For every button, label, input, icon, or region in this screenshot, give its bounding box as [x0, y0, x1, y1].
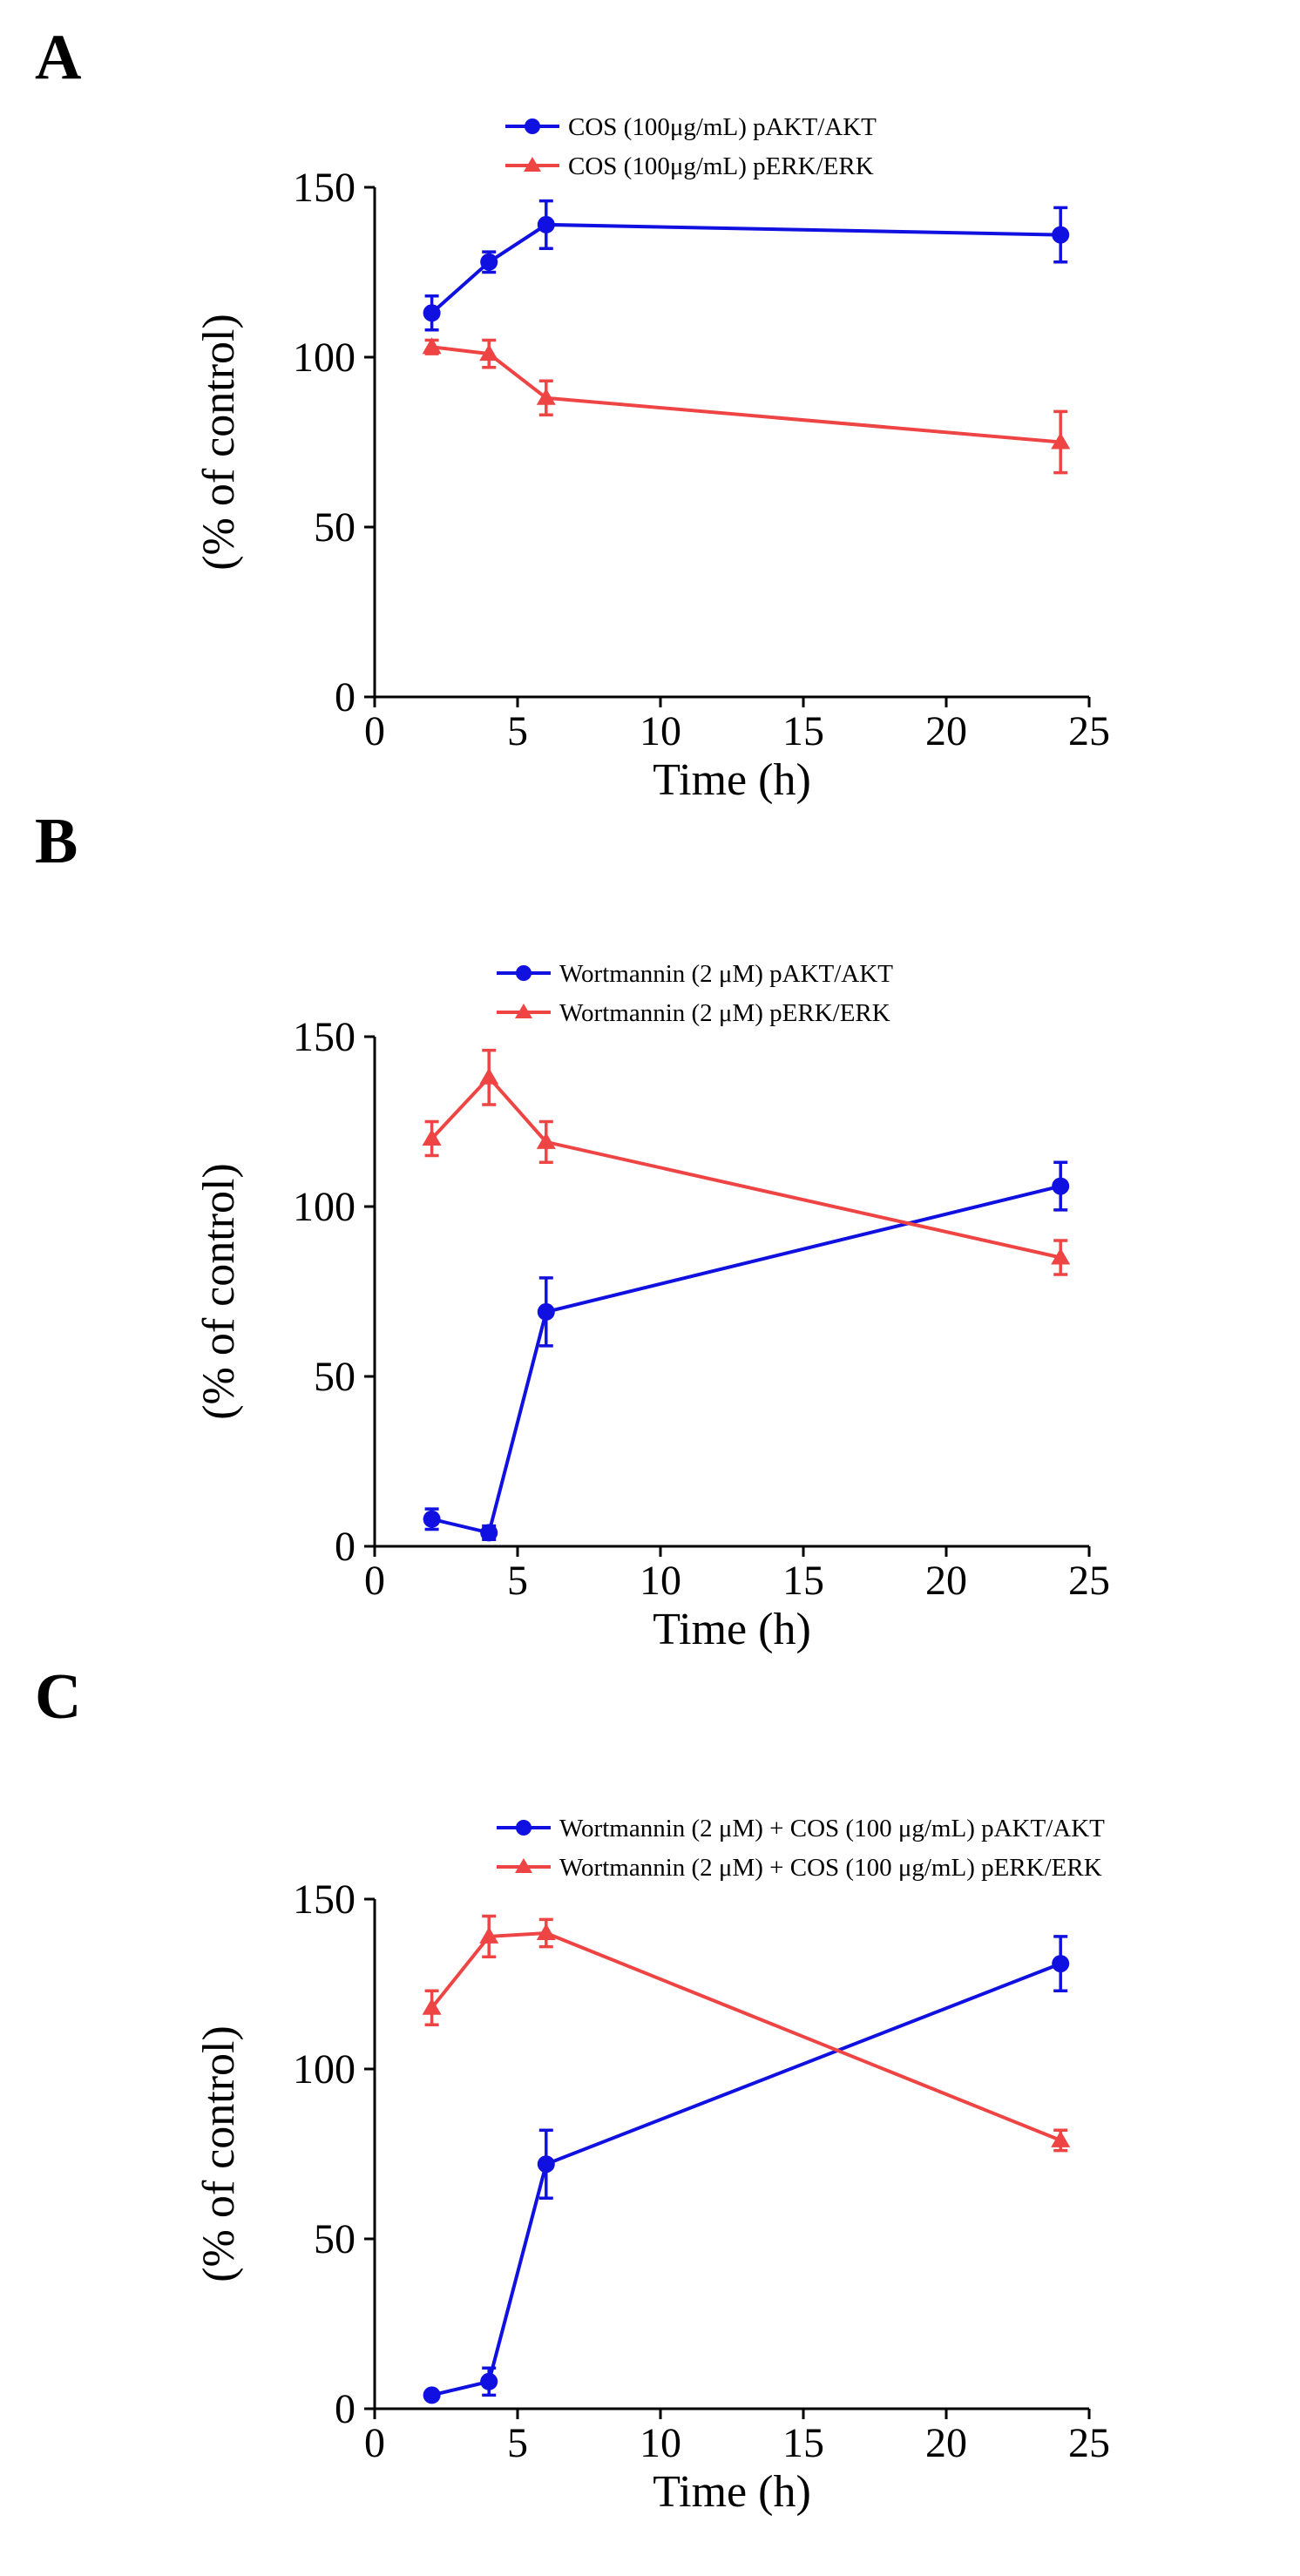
- plot-area: 0 5 10 15 20 25 0 50 100 150: [293, 165, 1110, 754]
- x-tick-label: 5: [507, 2420, 528, 2466]
- legend-marker: [515, 1858, 532, 1873]
- legend-marker: [515, 1004, 532, 1018]
- data-point: [480, 1524, 498, 1542]
- x-tick-label: 15: [782, 708, 824, 754]
- y-tick-label: 50: [314, 504, 355, 551]
- y-axis-title: (% of control): [194, 2025, 244, 2282]
- y-tick-label: 100: [293, 1184, 355, 1230]
- panel-label: A: [35, 22, 81, 93]
- x-tick-label: 25: [1068, 708, 1110, 754]
- data-point: [479, 344, 499, 362]
- data-point: [537, 1302, 555, 1321]
- x-tick-label: 15: [782, 2420, 824, 2466]
- legend-label: COS (100μg/mL) pERK/ERK: [568, 152, 874, 180]
- data-point: [1052, 1177, 1070, 1195]
- data-point: [423, 304, 441, 322]
- plot-area: 0 5 10 15 20 25 0 50 100 150: [293, 1014, 1110, 1604]
- y-tick-label: 50: [314, 2216, 355, 2262]
- series-line: [430, 1930, 1061, 2142]
- data-point: [423, 1510, 441, 1528]
- legend-marker: [516, 965, 532, 981]
- x-axis-title: Time (h): [653, 755, 811, 805]
- data-point: [1052, 226, 1070, 244]
- y-axis-title: (% of control): [194, 1163, 244, 1420]
- legend-label: Wortmannin (2 μM) pAKT/AKT: [559, 960, 893, 988]
- y-tick-label: 150: [293, 165, 355, 211]
- data-point: [1052, 1955, 1070, 1973]
- data-point: [480, 253, 498, 271]
- series-line: [431, 1962, 1061, 2397]
- data-point: [537, 215, 555, 233]
- x-tick-label: 25: [1068, 1558, 1110, 1604]
- x-tick-label: 5: [507, 708, 528, 754]
- data-point: [423, 2386, 441, 2404]
- y-tick-label: 50: [314, 1354, 355, 1400]
- panel-label: B: [35, 806, 78, 877]
- legend-label: Wortmannin (2 μM) pERK/ERK: [559, 999, 890, 1027]
- legend: Wortmannin (2 μM) + COS (100 μg/mL) pAKT…: [497, 1815, 1105, 1882]
- x-tick-label: 20: [925, 1558, 967, 1604]
- panel-c: C Wortmannin (2 μM) + COS (100 μg/mL) pA…: [35, 1661, 1110, 2517]
- x-tick-label: 0: [364, 1558, 385, 1604]
- series-line: [430, 222, 1061, 314]
- y-tick-label: 100: [293, 335, 355, 381]
- data-point: [1051, 432, 1071, 450]
- data-point: [479, 1067, 499, 1085]
- y-tick-label: 150: [293, 1876, 355, 1923]
- data-point: [422, 1998, 442, 2015]
- legend-label: COS (100μg/mL) pAKT/AKT: [568, 113, 877, 141]
- data-point: [1051, 1247, 1071, 1265]
- y-tick-label: 0: [335, 1524, 355, 1570]
- y-tick-label: 0: [335, 674, 355, 720]
- series-line: [431, 345, 1061, 444]
- x-tick-label: 5: [507, 1558, 528, 1604]
- x-tick-label: 15: [782, 1558, 824, 1604]
- x-tick-label: 10: [640, 708, 681, 754]
- data-point: [537, 2155, 555, 2174]
- legend-label: Wortmannin (2 μM) + COS (100 μg/mL) pERK…: [559, 1854, 1102, 1882]
- y-tick-label: 0: [335, 2386, 355, 2432]
- x-tick-label: 10: [640, 2420, 681, 2466]
- data-point: [536, 388, 556, 405]
- panel-label: C: [35, 1661, 81, 1733]
- y-tick-label: 100: [293, 2046, 355, 2093]
- legend-marker: [524, 157, 541, 172]
- series-line: [431, 1184, 1061, 1535]
- plot-area: 0 5 10 15 20 25 0 50 100 150: [293, 1876, 1110, 2466]
- y-tick-label: 150: [293, 1014, 355, 1060]
- legend: COS (100μg/mL) pAKT/AKT COS (100μg/mL) pE…: [505, 113, 877, 180]
- y-axis-title: (% of control): [194, 314, 244, 571]
- data-point: [422, 337, 442, 355]
- x-tick-label: 20: [925, 2420, 967, 2466]
- x-tick-label: 10: [640, 1558, 681, 1604]
- data-point: [536, 1924, 556, 1940]
- x-tick-label: 20: [925, 708, 967, 754]
- legend-marker: [516, 1820, 532, 1836]
- legend-label: Wortmannin (2 μM) + COS (100 μg/mL) pAKT…: [559, 1815, 1105, 1842]
- x-axis-title: Time (h): [653, 1605, 811, 1654]
- x-tick-label: 0: [364, 708, 385, 754]
- data-point: [480, 2372, 498, 2390]
- series-line: [430, 1074, 1061, 1260]
- legend-marker: [525, 118, 540, 134]
- x-tick-label: 0: [364, 2420, 385, 2466]
- x-tick-label: 25: [1068, 2420, 1110, 2466]
- data-point: [422, 1129, 442, 1146]
- x-axis-title: Time (h): [653, 2467, 811, 2517]
- data-point: [479, 1926, 499, 1944]
- data-point: [536, 1132, 556, 1149]
- legend: Wortmannin (2 μM) pAKT/AKT Wortmannin (2 …: [497, 960, 893, 1027]
- data-point: [1051, 2130, 1071, 2147]
